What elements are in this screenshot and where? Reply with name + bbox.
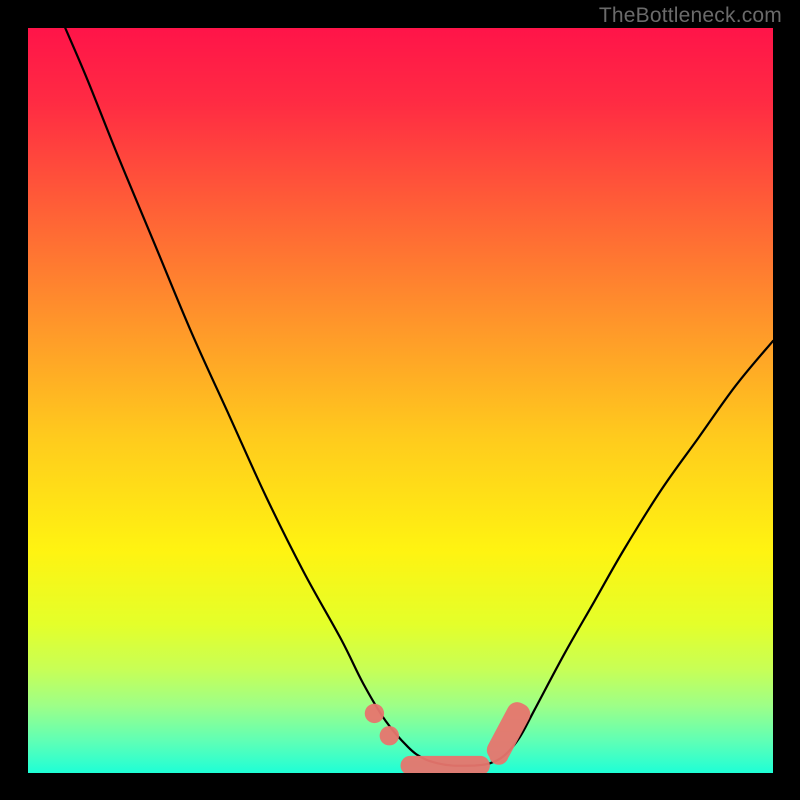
gradient-background	[28, 28, 773, 773]
chart-svg	[28, 28, 773, 773]
watermark-label: TheBottleneck.com	[599, 4, 782, 28]
annotation-pill-0	[365, 704, 384, 723]
annotation-pill-1	[380, 726, 399, 745]
plot-area	[28, 28, 773, 773]
annotation-pill-2	[401, 756, 490, 773]
chart-frame: TheBottleneck.com	[0, 0, 800, 800]
